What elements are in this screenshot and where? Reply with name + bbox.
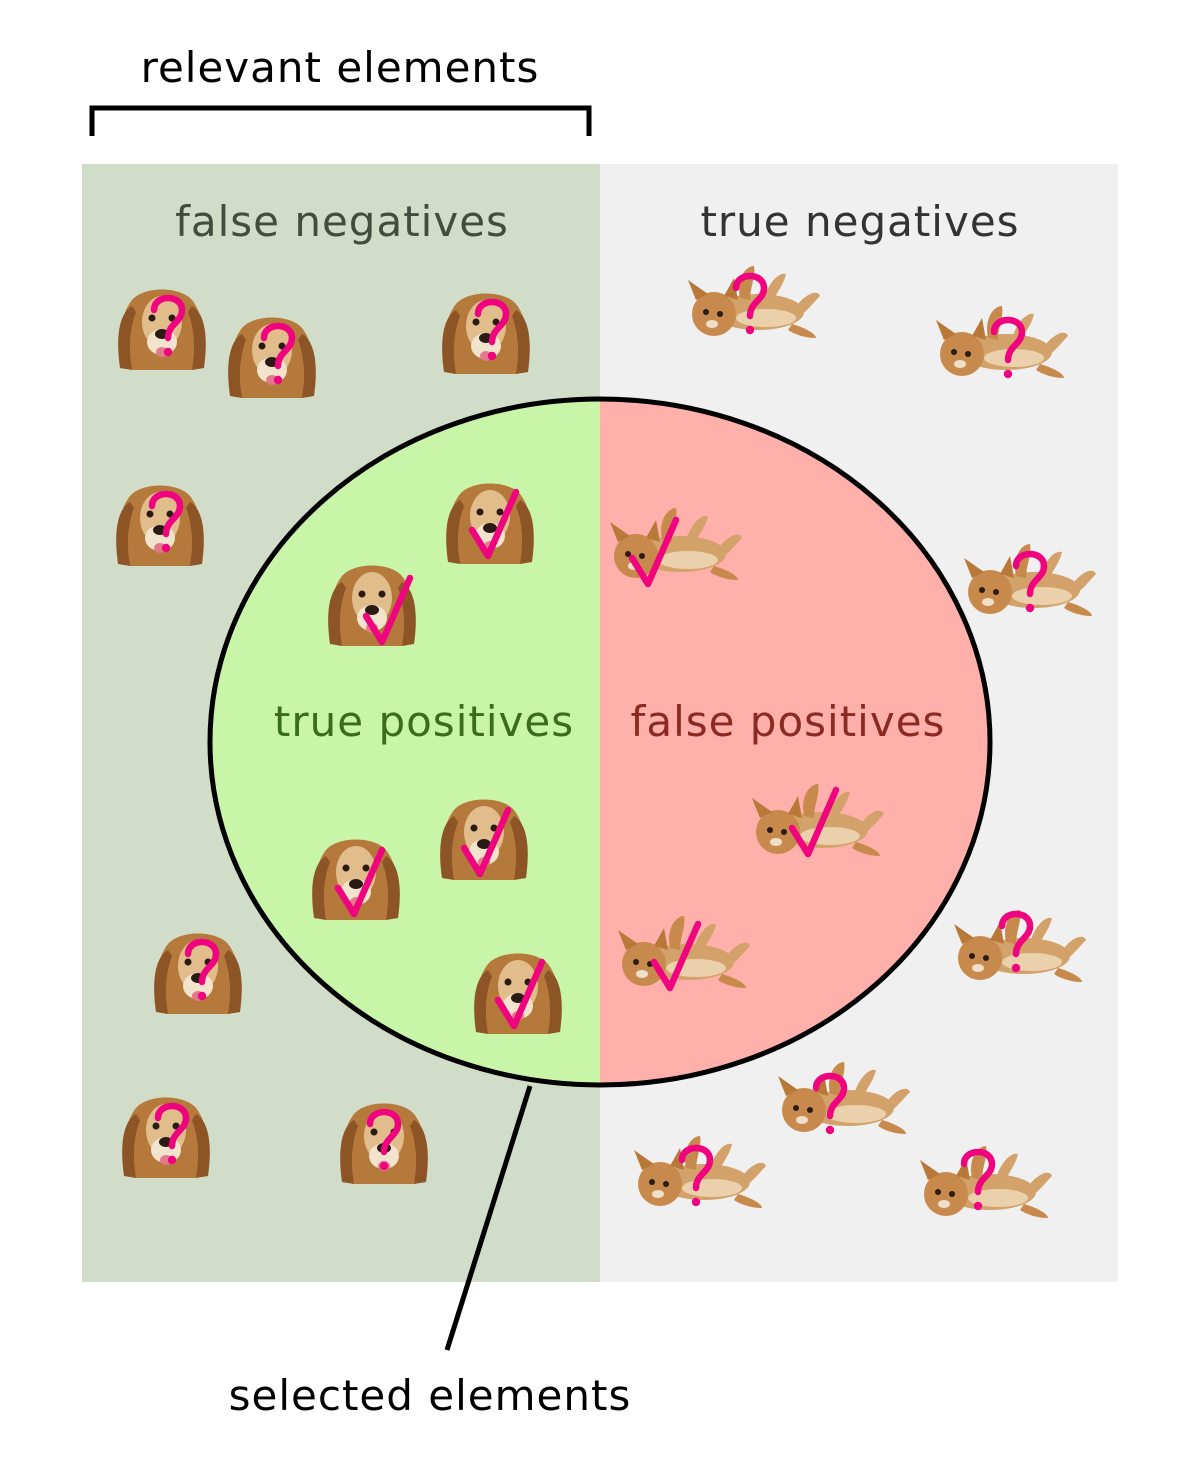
true-negatives-label: true negatives [700, 197, 1019, 246]
dog-icon [340, 1103, 428, 1184]
dog-icon [118, 289, 206, 370]
dog-icon [474, 953, 562, 1034]
dog-icon [446, 483, 534, 564]
dog-icon [328, 565, 416, 646]
false-positives-label: false positives [631, 697, 946, 746]
true-positives-label: true positives [274, 697, 574, 746]
false-negatives-label: false negatives [175, 197, 509, 246]
dog-icon [440, 799, 528, 880]
dog-icon [116, 485, 204, 566]
dog-icon [154, 933, 242, 1014]
selected-circle-outline [207, 396, 993, 1088]
relevant-bracket [89, 105, 592, 136]
selected-elements-label: selected elements [229, 1371, 632, 1420]
dog-icon [122, 1097, 210, 1178]
dog-icon [442, 293, 530, 374]
dog-icon [228, 317, 316, 398]
dog-icon [312, 839, 400, 920]
relevant-elements-label: relevant elements [141, 43, 540, 92]
selected-pointer-line [444, 1085, 533, 1351]
